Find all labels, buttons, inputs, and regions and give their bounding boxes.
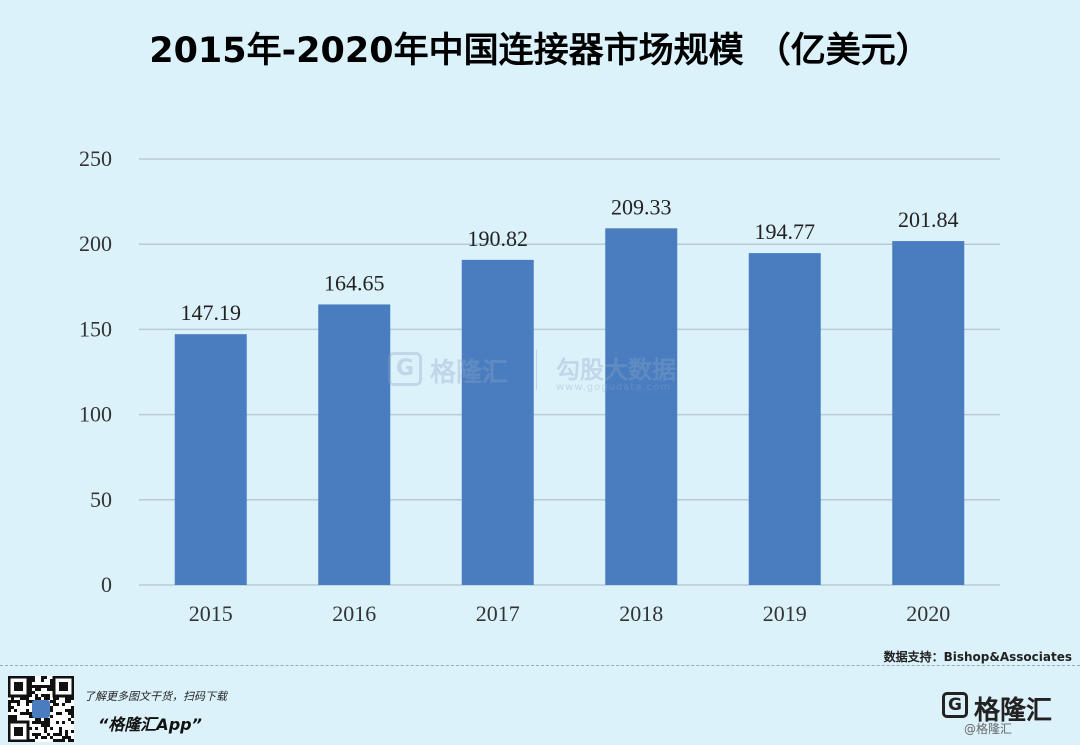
app-name: “格隆汇App” [98, 715, 202, 734]
data-label: 164.65 [324, 270, 385, 295]
data-source: 数据支持：Bishop&Associates [883, 650, 1072, 664]
promo-text: 了解更多图文干货，扫码下载 [84, 690, 227, 703]
watermark-url: www.gogudata.com [556, 382, 672, 393]
x-tick-label: 2018 [619, 601, 663, 626]
bar [174, 334, 247, 585]
x-tick-label: 2019 [763, 601, 807, 626]
watermark-brand: 格隆汇 [430, 358, 509, 388]
bar-chart: 0 50 100 150 200 250 147.19 2015 164.65 2016 190.8… [79, 146, 1000, 626]
x-tick-label: 2016 [332, 601, 376, 626]
data-label: 194.77 [755, 219, 816, 244]
bar [318, 304, 391, 585]
x-tick-label: 2017 [476, 601, 520, 626]
chart-title: 2015年-2020年中国连接器市场规模 （亿美元） [149, 31, 931, 71]
footer-divider [0, 665, 1080, 666]
watermark-name: 勾股大数据 [556, 356, 676, 384]
data-label: 190.82 [468, 226, 529, 251]
y-tick-label: 0 [101, 572, 112, 597]
y-tick-label: 50 [90, 487, 112, 512]
bar [605, 228, 678, 585]
data-label: 147.19 [181, 300, 242, 325]
brand-handle: @格隆汇 [964, 722, 1013, 736]
brand-logo: G 格隆汇 @格隆汇 [942, 690, 1072, 738]
x-tick-label: 2015 [189, 601, 233, 626]
bar [461, 259, 534, 585]
y-tick-label: 150 [79, 316, 112, 341]
data-label: 201.84 [898, 207, 959, 232]
brand-g-icon: G [942, 692, 968, 718]
bar [748, 253, 821, 585]
qr-code-icon [8, 676, 74, 742]
y-tick-label: 100 [79, 402, 112, 427]
data-label: 209.33 [611, 194, 672, 219]
y-tick-label: 250 [79, 146, 112, 171]
watermark: G 格隆汇 勾股大数据 www.gogudata.com [388, 348, 708, 398]
y-tick-label: 200 [79, 231, 112, 256]
watermark-logo-icon: G [388, 352, 422, 386]
watermark-divider [536, 350, 537, 390]
bar [892, 241, 965, 585]
x-tick-label: 2020 [906, 601, 950, 626]
brand-name: 格隆汇 [974, 696, 1053, 726]
